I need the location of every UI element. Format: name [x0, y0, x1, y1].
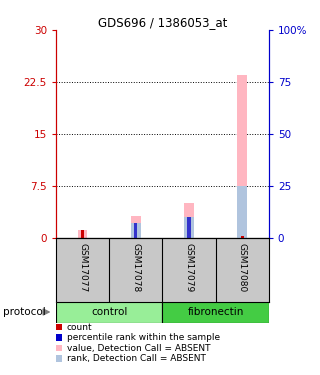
Text: protocol: protocol [3, 307, 46, 317]
Text: fibronectin: fibronectin [188, 307, 244, 317]
Text: rank, Detection Call = ABSENT: rank, Detection Call = ABSENT [67, 354, 205, 363]
Bar [188, 236, 191, 238]
Bar [237, 186, 247, 238]
Text: count: count [67, 322, 92, 332]
Bar [81, 231, 84, 238]
Text: percentile rank within the sample: percentile rank within the sample [67, 333, 220, 342]
Bar [134, 236, 137, 238]
Text: GSM17079: GSM17079 [185, 243, 194, 292]
Bar [184, 203, 194, 238]
Bar [163, 302, 269, 322]
Bar [184, 217, 194, 238]
Bar [134, 222, 137, 238]
Bar [56, 302, 163, 322]
Text: GSM17080: GSM17080 [238, 243, 247, 292]
Bar [131, 216, 140, 238]
Bar [241, 236, 244, 238]
Bar [131, 222, 140, 238]
Text: value, Detection Call = ABSENT: value, Detection Call = ABSENT [67, 344, 210, 352]
Bar [78, 231, 87, 238]
Text: GSM17077: GSM17077 [78, 243, 87, 292]
Title: GDS696 / 1386053_at: GDS696 / 1386053_at [98, 16, 227, 29]
Bar [237, 75, 247, 238]
Bar [188, 217, 191, 238]
Text: GSM17078: GSM17078 [131, 243, 140, 292]
Text: control: control [91, 307, 127, 317]
